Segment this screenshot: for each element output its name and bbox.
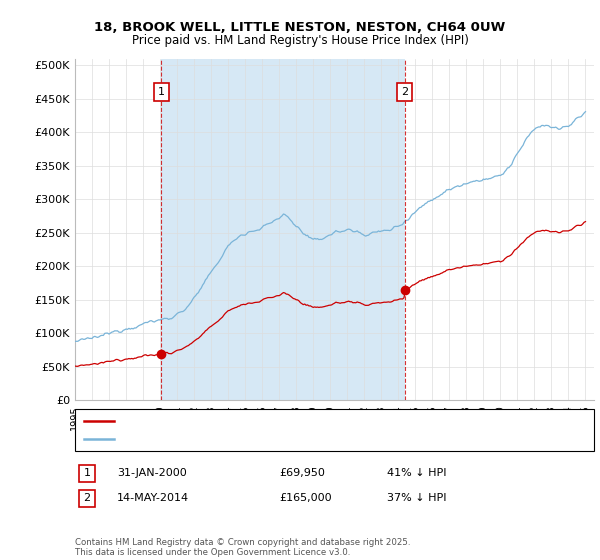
- Text: 2: 2: [83, 493, 91, 503]
- Text: 1: 1: [158, 87, 165, 97]
- Text: 18, BROOK WELL, LITTLE NESTON, NESTON, CH64 0UW: 18, BROOK WELL, LITTLE NESTON, NESTON, C…: [94, 21, 506, 34]
- Text: £69,950: £69,950: [279, 468, 325, 478]
- Text: 37% ↓ HPI: 37% ↓ HPI: [387, 493, 446, 503]
- Text: HPI: Average price, detached house, Cheshire West and Chester: HPI: Average price, detached house, Ches…: [120, 434, 440, 444]
- Text: Price paid vs. HM Land Registry's House Price Index (HPI): Price paid vs. HM Land Registry's House …: [131, 34, 469, 46]
- Text: 31-JAN-2000: 31-JAN-2000: [117, 468, 187, 478]
- Text: 18, BROOK WELL, LITTLE NESTON, NESTON, CH64 0UW (detached house): 18, BROOK WELL, LITTLE NESTON, NESTON, C…: [120, 416, 486, 426]
- Text: 1: 1: [83, 468, 91, 478]
- Text: 41% ↓ HPI: 41% ↓ HPI: [387, 468, 446, 478]
- Text: £165,000: £165,000: [279, 493, 332, 503]
- Text: 2: 2: [401, 87, 408, 97]
- Text: Contains HM Land Registry data © Crown copyright and database right 2025.
This d: Contains HM Land Registry data © Crown c…: [75, 538, 410, 557]
- Text: 14-MAY-2014: 14-MAY-2014: [117, 493, 189, 503]
- Bar: [161, 59, 404, 400]
